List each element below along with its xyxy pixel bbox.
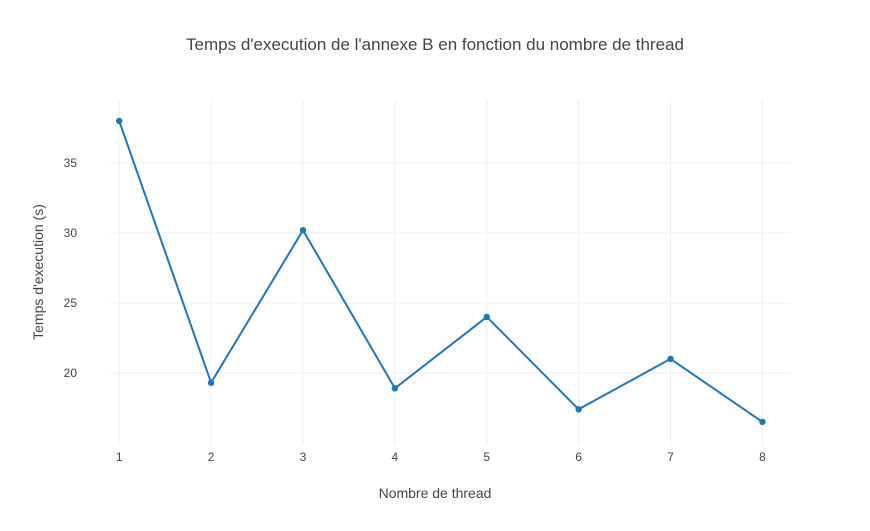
data-point-8[interactable]: [759, 418, 766, 426]
x-axis-title: Nombre de thread: [379, 485, 492, 501]
x-tick-label: 1: [116, 450, 123, 464]
data-point-6[interactable]: [575, 406, 582, 413]
data-point-7[interactable]: [667, 355, 674, 363]
x-tick-label: 2: [208, 450, 215, 464]
x-tick-label: 8: [759, 450, 766, 464]
series-layer: [115, 117, 766, 426]
y-tick-label: 35: [64, 156, 78, 170]
x-tick-label: 7: [667, 450, 674, 464]
x-tick-label: 4: [392, 450, 399, 464]
x-tick-label: 6: [575, 450, 582, 464]
data-point-4[interactable]: [391, 385, 399, 392]
data-point-2[interactable]: [207, 379, 215, 386]
data-point-1[interactable]: [115, 117, 123, 125]
gridlines: [110, 100, 790, 445]
y-axis-title: Temps d'execution (s): [30, 204, 46, 340]
tick-labels: 1 2 3 4 5 6 7 8 20 25 30 35: [64, 156, 766, 464]
x-tick-label: 5: [483, 450, 490, 464]
data-point-3[interactable]: [299, 226, 307, 234]
x-tick-label: 3: [300, 450, 307, 464]
y-tick-label: 20: [64, 366, 78, 380]
series-line-0: [118, 120, 763, 423]
y-tick-label: 30: [64, 226, 78, 240]
y-tick-label: 25: [64, 296, 78, 310]
data-point-5[interactable]: [483, 313, 490, 321]
chart-title: Temps d'execution de l'annexe B en fonct…: [186, 35, 684, 54]
